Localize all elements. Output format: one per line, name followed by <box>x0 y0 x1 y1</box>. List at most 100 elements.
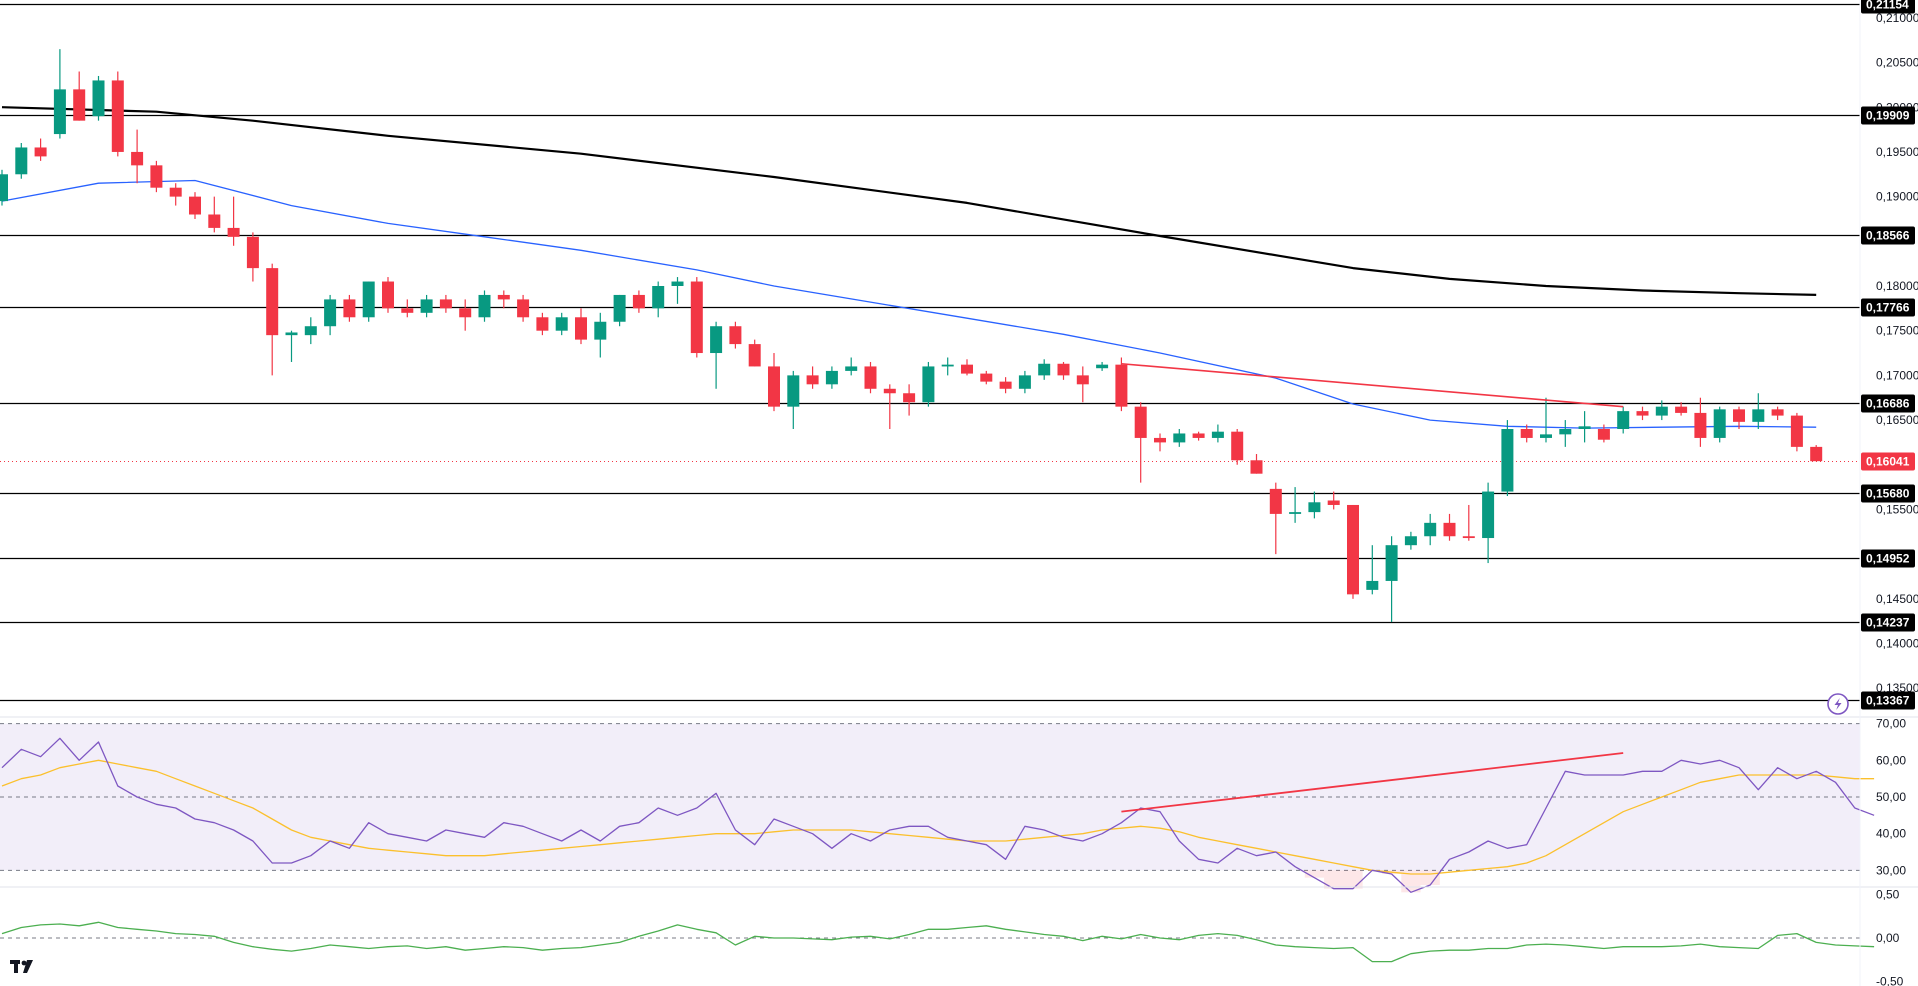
candle-up[interactable] <box>1404 531 1417 550</box>
candle-up[interactable] <box>1173 429 1186 447</box>
candle-down[interactable] <box>536 312 549 336</box>
candle-down[interactable] <box>1733 406 1745 429</box>
candle-down[interactable] <box>111 71 124 157</box>
candle-down[interactable] <box>999 377 1012 394</box>
candle-up[interactable] <box>1540 397 1552 443</box>
price-trendline[interactable] <box>1121 362 1624 408</box>
candle-down[interactable] <box>227 196 240 246</box>
candle-down[interactable] <box>1520 424 1533 443</box>
candle-down[interactable] <box>748 339 761 367</box>
candle-down[interactable] <box>864 361 877 394</box>
candle-down[interactable] <box>1057 361 1070 380</box>
candle-up[interactable] <box>1559 420 1572 447</box>
candle-down[interactable] <box>1076 366 1089 403</box>
candle-down[interactable] <box>1636 406 1649 421</box>
candle-down[interactable] <box>1810 445 1823 462</box>
candle-up[interactable] <box>0 169 8 206</box>
candle-up[interactable] <box>1713 406 1726 443</box>
candle-up[interactable] <box>362 281 375 322</box>
candle-up[interactable] <box>825 366 838 389</box>
candle-down[interactable] <box>150 160 163 193</box>
candle-down[interactable] <box>1443 513 1456 541</box>
candle-up[interactable] <box>478 290 491 322</box>
candle-down[interactable] <box>768 353 780 412</box>
candle-down[interactable] <box>1790 412 1803 452</box>
candle-up[interactable] <box>15 143 28 179</box>
candle-down[interactable] <box>439 294 452 313</box>
candle-down[interactable] <box>401 299 414 318</box>
candle-down[interactable] <box>1462 504 1475 541</box>
candle-up[interactable] <box>787 370 800 429</box>
candle-down[interactable] <box>1327 491 1340 510</box>
candle-down[interactable] <box>382 277 394 313</box>
price-pane[interactable]: 0,210000,205000,200000,195000,190000,180… <box>0 0 1918 710</box>
candle-down[interactable] <box>806 366 819 389</box>
candle-down[interactable] <box>632 290 645 313</box>
candle-up[interactable] <box>1211 424 1224 443</box>
candle-up[interactable] <box>941 357 954 376</box>
candle-down[interactable] <box>1231 429 1244 465</box>
candle-down[interactable] <box>246 232 259 282</box>
candle-up[interactable] <box>1501 420 1514 497</box>
candle-down[interactable] <box>343 294 356 322</box>
candle-up[interactable] <box>1289 487 1302 523</box>
candle-down[interactable] <box>34 138 47 161</box>
candle-up[interactable] <box>1655 400 1668 421</box>
candle-down[interactable] <box>517 294 530 322</box>
lightning-icon[interactable] <box>1827 693 1849 715</box>
candle-down[interactable] <box>208 196 221 233</box>
rsi-trendline[interactable] <box>1121 752 1624 813</box>
candle-up[interactable] <box>652 281 665 318</box>
candle-up[interactable] <box>304 317 317 345</box>
candle-down[interactable] <box>1597 424 1610 443</box>
candle-down[interactable] <box>690 277 703 358</box>
candle-up[interactable] <box>1018 370 1031 394</box>
candle-down[interactable] <box>1771 406 1784 421</box>
candle-up[interactable] <box>922 361 935 407</box>
candle-up[interactable] <box>53 49 66 139</box>
candle-down[interactable] <box>169 183 182 206</box>
candle-up[interactable] <box>324 294 337 336</box>
candle-down[interactable] <box>980 370 993 385</box>
candle-up[interactable] <box>613 294 626 327</box>
candle-up[interactable] <box>1366 545 1379 595</box>
candle-down[interactable] <box>1134 402 1147 483</box>
candle-up[interactable] <box>845 357 858 376</box>
oscillator-pane[interactable]: 0,50 0,00 -0,50 <box>0 887 1904 986</box>
candle-up[interactable] <box>285 330 298 362</box>
candle-down[interactable] <box>729 321 742 349</box>
candle-down[interactable] <box>1269 482 1282 555</box>
candle-up[interactable] <box>420 294 433 318</box>
candle-up[interactable] <box>594 312 607 358</box>
candle-down[interactable] <box>1192 431 1205 441</box>
candle-down[interactable] <box>1347 504 1359 599</box>
candle-down[interactable] <box>903 384 916 416</box>
candle-down[interactable] <box>1154 433 1166 452</box>
candle-up[interactable] <box>671 277 684 304</box>
candle-down[interactable] <box>73 71 86 121</box>
candle-up[interactable] <box>555 312 568 336</box>
candle-up[interactable] <box>1578 411 1591 443</box>
candle-down[interactable] <box>497 290 510 309</box>
candle-up[interactable] <box>1038 359 1051 380</box>
candle-up[interactable] <box>1385 536 1398 623</box>
candle-up[interactable] <box>1752 393 1765 429</box>
candle-down[interactable] <box>961 359 973 376</box>
candle-down[interactable] <box>1675 402 1688 416</box>
candle-up[interactable] <box>1308 491 1321 519</box>
candle-down[interactable] <box>189 192 201 219</box>
candle-down[interactable] <box>1250 454 1263 474</box>
candle-up[interactable] <box>1096 361 1109 371</box>
candle-up[interactable] <box>1617 406 1630 434</box>
candle-down[interactable] <box>1115 357 1128 412</box>
candle-down[interactable] <box>575 308 587 345</box>
candle-down[interactable] <box>131 129 144 184</box>
candle-up[interactable] <box>1424 513 1437 546</box>
candle-up[interactable] <box>1482 482 1495 564</box>
candle-down[interactable] <box>1694 397 1707 447</box>
candle-up[interactable] <box>710 321 723 389</box>
rsi-pane[interactable]: 70,00 60,00 50,00 40,00 30,00 <box>0 717 1906 893</box>
tradingview-logo[interactable] <box>10 960 33 973</box>
candle-down[interactable] <box>266 263 279 376</box>
